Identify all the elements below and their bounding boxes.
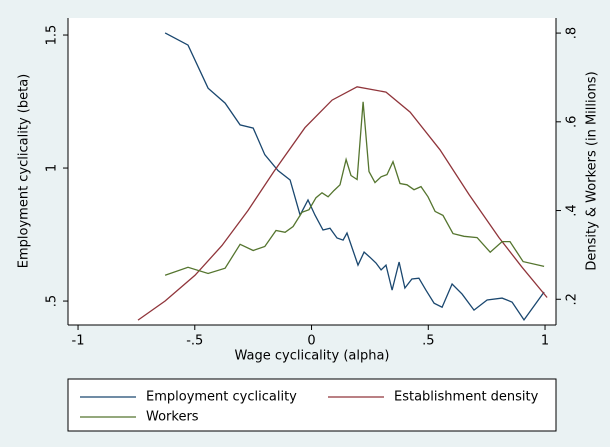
- y2-axis-title: Density & Workers (in Millions): [585, 71, 600, 270]
- y2-tick-label: .4: [565, 204, 580, 216]
- legend-label: Workers: [146, 410, 199, 425]
- series-line: [164, 101, 545, 276]
- x-tick-label: -1: [72, 334, 85, 349]
- y2-tick-label: .6: [565, 116, 580, 128]
- x-tick-label: -.5: [186, 334, 203, 349]
- plot-area: [68, 18, 556, 325]
- series-line: [137, 86, 548, 321]
- y-tick-label: .5: [45, 295, 60, 307]
- legend: [67, 378, 557, 432]
- y2-tick-label: .8: [565, 27, 580, 39]
- legend-label: Establishment density: [394, 390, 539, 405]
- x-tick-label: 0: [307, 334, 315, 349]
- y-tick-label: 1: [45, 164, 60, 172]
- x-axis-title: Wage cyclicality (alpha): [234, 349, 389, 364]
- x-tick-label: 1: [541, 334, 549, 349]
- y-axis-title: Employment cyclicality (beta): [17, 74, 32, 268]
- series-line: [164, 32, 545, 322]
- y2-tick-label: .2: [565, 293, 580, 305]
- legend-label: Employment cyclicality: [146, 390, 297, 405]
- y-tick-label: 1.5: [45, 25, 60, 46]
- x-tick-label: .5: [422, 334, 434, 349]
